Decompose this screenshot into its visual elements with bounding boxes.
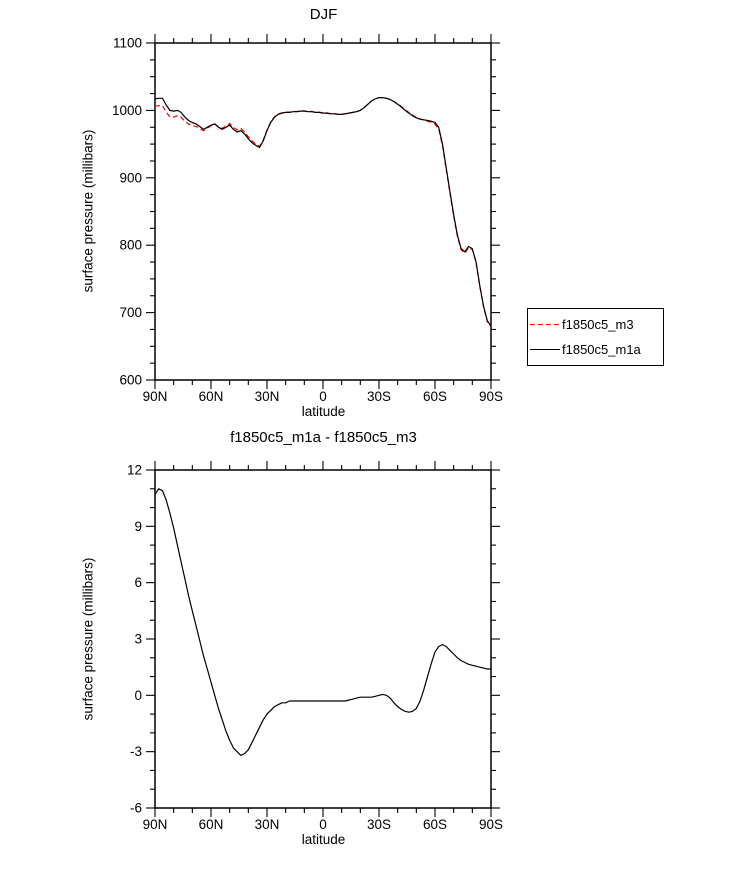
x-tick-label: 90N	[143, 817, 168, 832]
x-tick-label: 0	[319, 389, 327, 404]
x-tick-label: 90S	[479, 817, 503, 832]
y-tick-label: 700	[119, 305, 142, 320]
y-tick-label: 1100	[113, 36, 142, 51]
x-tick-label: 60N	[199, 817, 224, 832]
top-chart-plot: 90N 60N 30N 0 30S 60S 90S 600 700 800 900 1000 1100	[112, 34, 503, 404]
bottom-x-axis-label: latitude	[301, 832, 346, 847]
legend-item-m3: f1850c5_m3	[530, 317, 661, 332]
black-solid-line-icon	[530, 348, 560, 351]
legend-label-m1a: f1850c5_m1a	[562, 342, 641, 357]
top-x-axis-label: latitude	[301, 404, 346, 419]
y-tick-label: 3	[134, 632, 142, 647]
x-tick-label: 0	[319, 817, 327, 832]
x-tick-label: 60S	[423, 817, 447, 832]
bottom-chart-plot: 90N 60N 30N 0 30S 60S 90S -6 -3 0 3 6 9 12	[0, 430, 733, 869]
plot-frame	[154, 469, 492, 809]
y-tick-label: 0	[134, 688, 142, 703]
top-chart-title: DJF	[309, 6, 338, 23]
y-tick-label: 9	[134, 519, 142, 534]
series-line	[154, 96, 492, 328]
series-line	[154, 96, 492, 327]
legend-label-m3: f1850c5_m3	[562, 317, 634, 332]
legend-item-m1a: f1850c5_m1a	[530, 342, 661, 357]
y-tick-label: -3	[130, 744, 142, 759]
y-tick-label: 12	[127, 463, 142, 478]
y-tick-label: -6	[130, 801, 142, 816]
chart-canvas: 90N 60N 30N 0 30S 60S 90S 600 700 800 900 1000 1100	[112, 34, 503, 404]
plot-frame	[154, 42, 492, 381]
y-tick-label: 6	[134, 575, 142, 590]
x-tick-label: 30N	[255, 817, 280, 832]
bottom-chart-title: f1850c5_m1a - f1850c5_m3	[230, 429, 417, 446]
x-tick-label: 30N	[255, 389, 280, 404]
y-tick-label: 900	[119, 170, 142, 185]
red-dashed-line-icon	[530, 323, 560, 326]
x-tick-label: 30S	[367, 817, 391, 832]
legend-box: f1850c5_m3 f1850c5_m1a	[527, 308, 664, 366]
x-tick-label: 60S	[423, 389, 447, 404]
y-tick-label: 800	[119, 238, 142, 253]
x-tick-label: 90S	[479, 389, 503, 404]
series-line	[154, 488, 491, 756]
y-tick-label: 1000	[112, 103, 142, 118]
y-tick-label: 600	[119, 373, 142, 388]
x-tick-label: 30S	[367, 389, 391, 404]
chart-canvas: 90N 60N 30N 0 30S 60S 90S -6 -3 0 3 6 9 12	[127, 461, 503, 832]
x-tick-label: 60N	[199, 389, 224, 404]
x-tick-label: 90N	[143, 389, 168, 404]
